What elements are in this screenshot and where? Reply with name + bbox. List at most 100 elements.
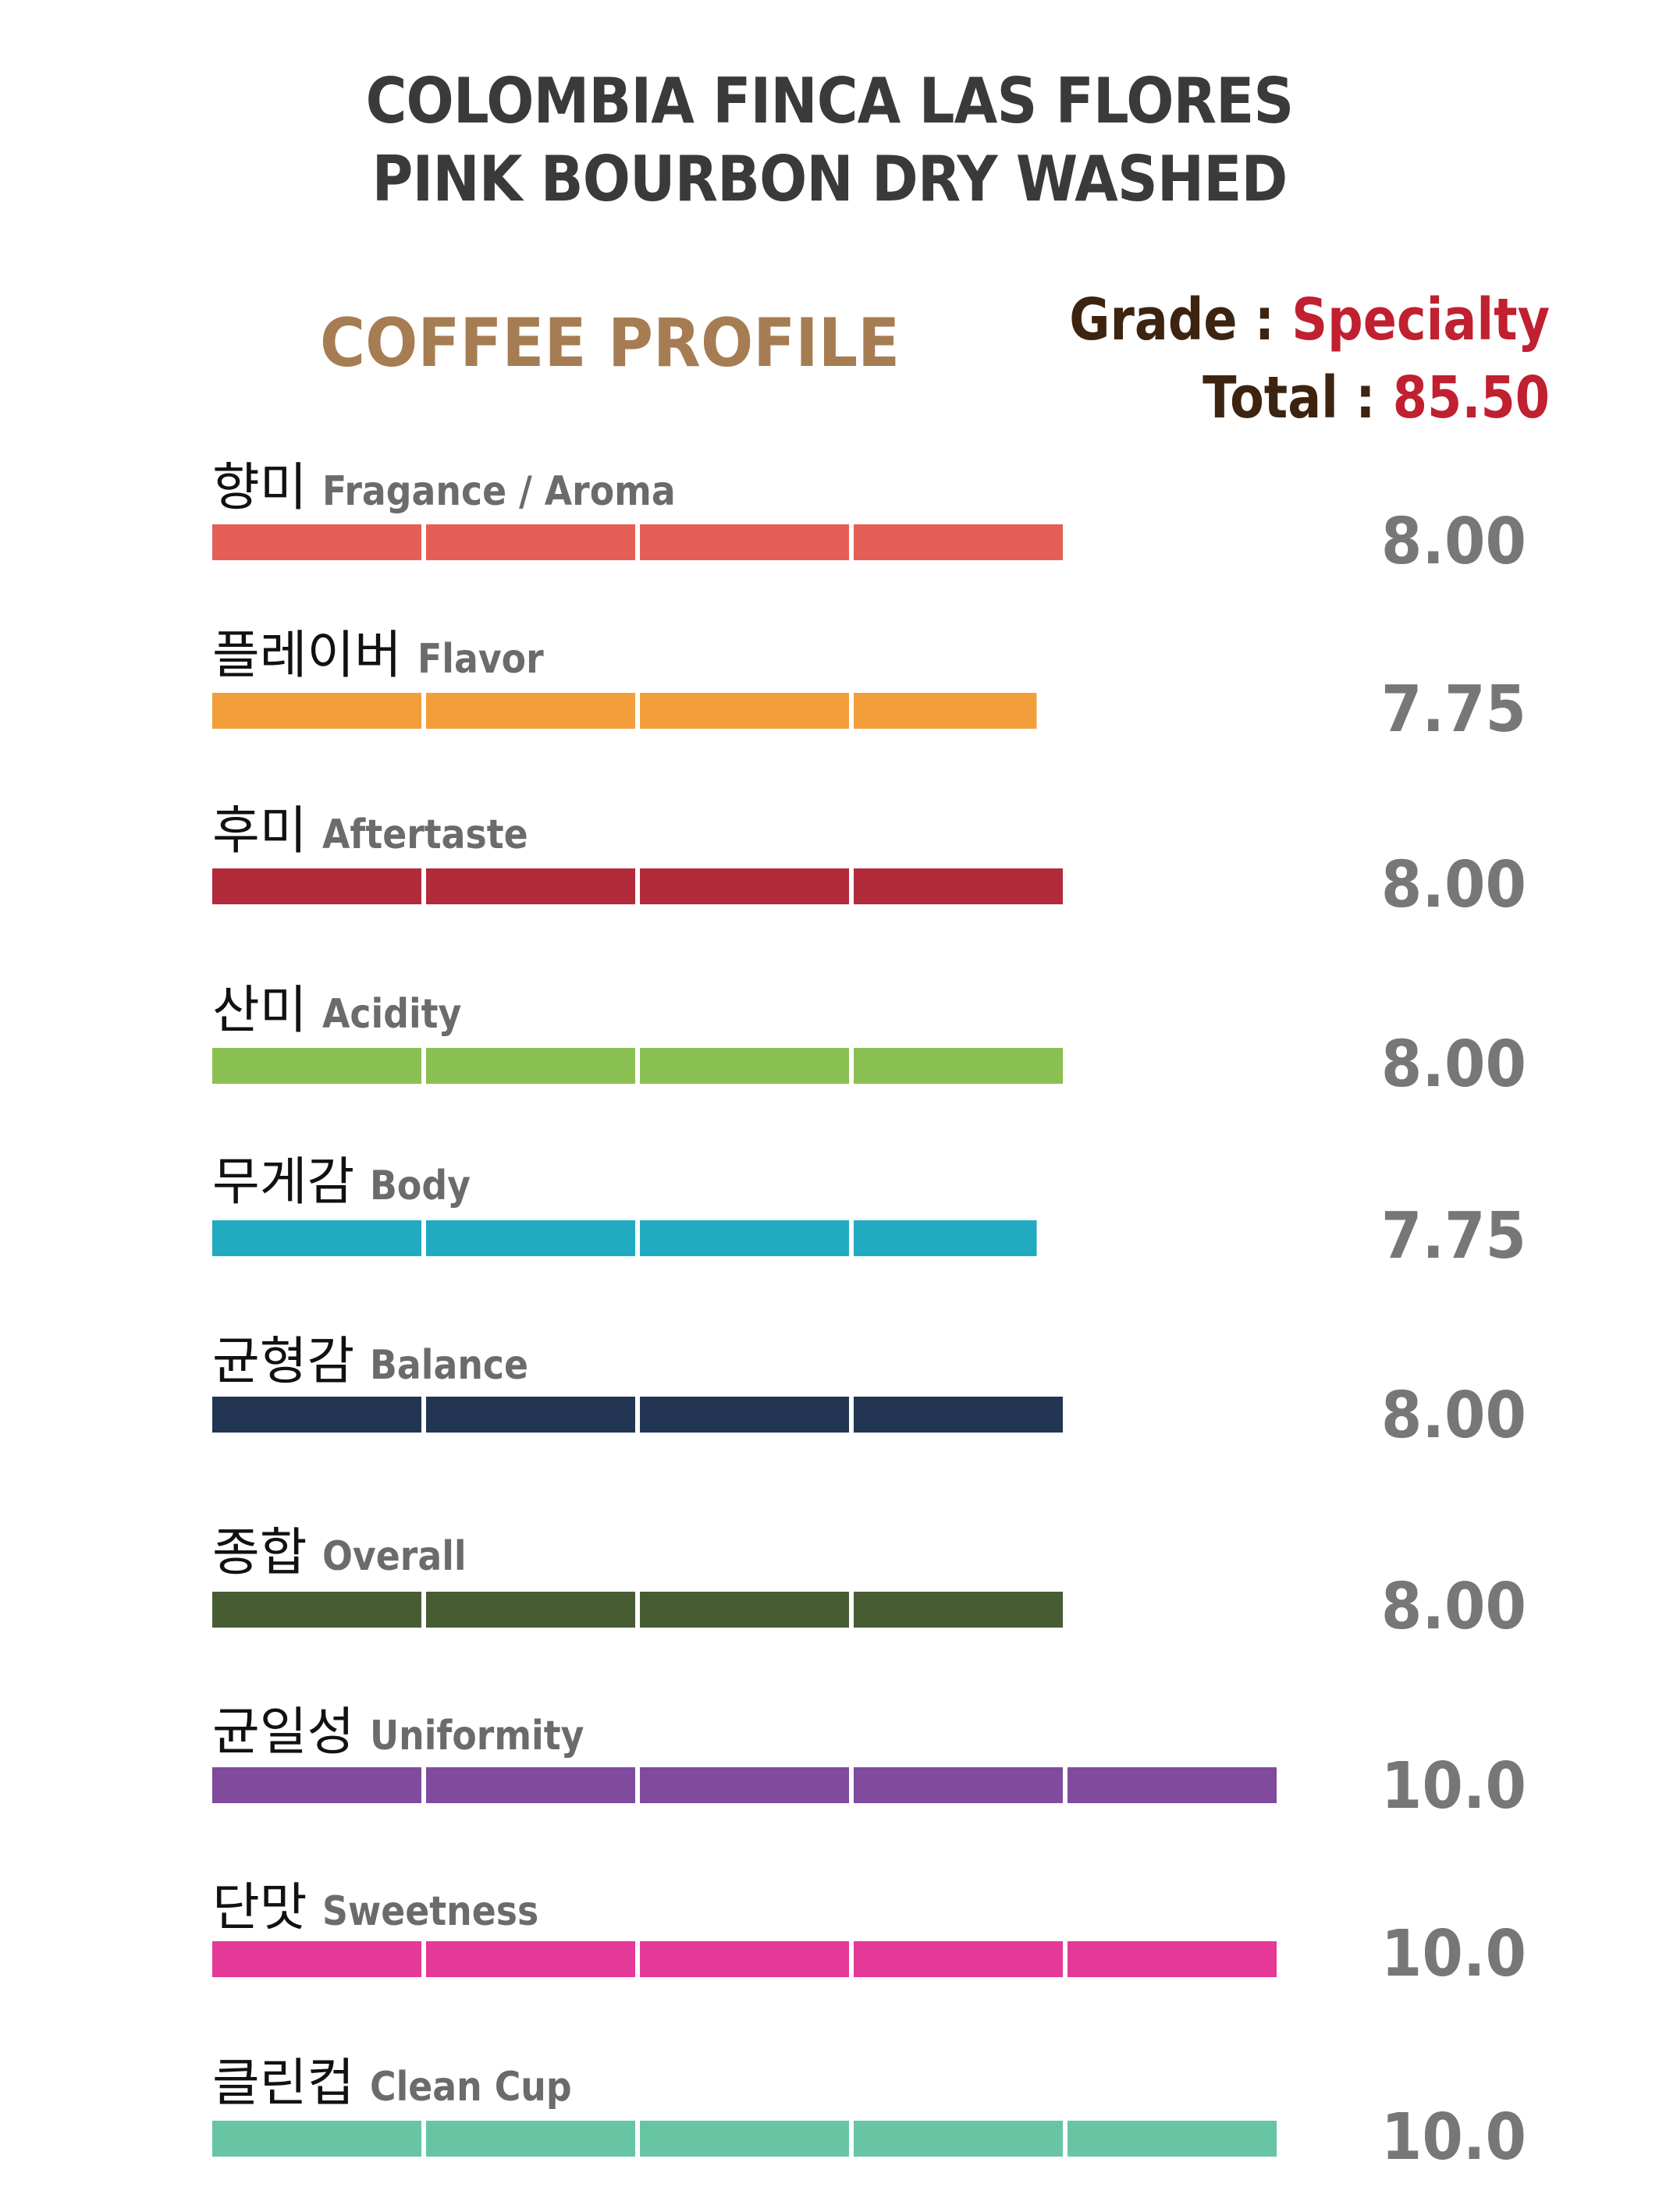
attribute-label: 균형감 Balance bbox=[212, 1330, 550, 1397]
bar-segment bbox=[426, 1592, 635, 1628]
attribute-bar bbox=[212, 1592, 1063, 1628]
attribute-score: 8.00 bbox=[1380, 1028, 1526, 1102]
bar-segment bbox=[640, 1941, 849, 1977]
bar-segment bbox=[426, 1941, 635, 1977]
bar-segment bbox=[212, 1767, 421, 1803]
attribute-label-en: Clean Cup bbox=[370, 2064, 572, 2111]
bar-segment bbox=[212, 1048, 421, 1084]
attribute-label: 무게감 Body bbox=[212, 1151, 485, 1217]
attribute-label-ko: 플레이버 bbox=[212, 625, 402, 685]
bar-segment bbox=[854, 1767, 1063, 1803]
bar-segment bbox=[212, 2121, 421, 2157]
attribute-label: 종합 Overall bbox=[212, 1521, 486, 1588]
bar-segment bbox=[426, 524, 635, 560]
grade-label: Grade bbox=[1069, 286, 1238, 353]
bar-segment bbox=[854, 693, 1037, 729]
bar-segment bbox=[640, 693, 849, 729]
attribute-label-en: Acidity bbox=[322, 991, 462, 1038]
attribute-label: 클린컵 Clean Cup bbox=[212, 2052, 599, 2118]
bar-segment bbox=[854, 868, 1063, 904]
attribute-bar bbox=[212, 1941, 1277, 1977]
attribute-label-en: Overall bbox=[322, 1533, 467, 1580]
attribute-label-ko: 무게감 bbox=[212, 1152, 355, 1212]
attribute-bar bbox=[212, 693, 1037, 729]
title-line-1: COLOMBIA FINCA LAS FLORES bbox=[365, 65, 1295, 137]
bar-segment bbox=[426, 693, 635, 729]
bar-segment bbox=[1068, 1941, 1277, 1977]
bar-segment bbox=[212, 868, 421, 904]
bar-segment bbox=[640, 1767, 849, 1803]
attribute-score: 10.0 bbox=[1380, 2100, 1526, 2175]
bar-segment bbox=[1068, 2121, 1277, 2157]
bar-segment bbox=[854, 1941, 1063, 1977]
bar-segment bbox=[854, 1592, 1063, 1628]
attribute-label-ko: 균일성 bbox=[212, 1702, 355, 1762]
bar-segment bbox=[640, 2121, 849, 2157]
attribute-score: 10.0 bbox=[1380, 1917, 1526, 1991]
bar-segment bbox=[854, 1220, 1037, 1256]
attribute-label-en: Flavor bbox=[417, 636, 544, 683]
attribute-bar bbox=[212, 868, 1063, 904]
bar-segment bbox=[212, 524, 421, 560]
attribute-label-en: Uniformity bbox=[370, 1713, 584, 1759]
grade-summary: Grade : Specialty Total : 85.50 bbox=[1069, 281, 1550, 437]
bar-segment bbox=[426, 1767, 635, 1803]
grade-line: Grade : Specialty bbox=[1069, 281, 1550, 359]
attribute-label-en: Aftertaste bbox=[322, 811, 529, 858]
attribute-label: 플레이버 Flavor bbox=[212, 624, 561, 691]
attribute-bar bbox=[212, 1048, 1063, 1084]
bar-segment bbox=[854, 1048, 1063, 1084]
bar-segment bbox=[212, 1941, 421, 1977]
attribute-label-ko: 후미 bbox=[212, 801, 307, 861]
attribute-label: 후미 Aftertaste bbox=[212, 800, 556, 866]
bar-segment bbox=[426, 1397, 635, 1433]
attribute-score: 10.0 bbox=[1380, 1749, 1526, 1823]
bar-segment bbox=[212, 1397, 421, 1433]
bar-segment bbox=[426, 1220, 635, 1256]
attribute-label-ko: 단맛 bbox=[212, 1877, 307, 1937]
attribute-label: 균일성 Uniformity bbox=[212, 1701, 613, 1767]
bar-segment bbox=[212, 693, 421, 729]
bar-segment bbox=[640, 1592, 849, 1628]
attribute-score: 8.00 bbox=[1380, 505, 1526, 579]
title-line-2: PINK BOURBON DRY WASHED bbox=[371, 143, 1288, 215]
bar-segment bbox=[212, 1592, 421, 1628]
bar-segment bbox=[640, 1048, 849, 1084]
attribute-bar bbox=[212, 524, 1063, 560]
attribute-bar bbox=[212, 1767, 1277, 1803]
attribute-score: 7.75 bbox=[1380, 673, 1526, 747]
attribute-label-en: Balance bbox=[370, 1342, 529, 1389]
total-line: Total : 85.50 bbox=[1069, 359, 1550, 437]
attribute-bar bbox=[212, 2121, 1277, 2157]
attribute-bar bbox=[212, 1220, 1037, 1256]
attribute-label-ko: 향미 bbox=[212, 457, 307, 517]
total-separator: : bbox=[1355, 364, 1376, 431]
bar-segment bbox=[1068, 1767, 1277, 1803]
attribute-score: 8.00 bbox=[1380, 848, 1526, 922]
bar-segment bbox=[640, 1220, 849, 1256]
bar-segment bbox=[212, 1220, 421, 1256]
attribute-score: 8.00 bbox=[1380, 1379, 1526, 1453]
attribute-label-en: Fragance / Aroma bbox=[322, 468, 677, 515]
attribute-label: 단맛 Sweetness bbox=[212, 1876, 569, 1943]
bar-segment bbox=[854, 524, 1063, 560]
attribute-label: 향미 Fragance / Aroma bbox=[212, 456, 724, 523]
coffee-profile-heading: COFFEE PROFILE bbox=[320, 304, 901, 382]
chart-title: COLOMBIA FINCA LAS FLORES PINK BOURBON D… bbox=[0, 62, 1659, 218]
attribute-score: 7.75 bbox=[1380, 1199, 1526, 1273]
bar-segment bbox=[640, 1397, 849, 1433]
attribute-label-ko: 클린컵 bbox=[212, 2053, 355, 2113]
grade-value: Specialty bbox=[1291, 286, 1550, 353]
attribute-label-ko: 산미 bbox=[212, 980, 307, 1040]
attribute-label-en: Body bbox=[370, 1163, 471, 1209]
attribute-score: 8.00 bbox=[1380, 1570, 1526, 1644]
bar-segment bbox=[426, 868, 635, 904]
bar-segment bbox=[854, 2121, 1063, 2157]
bar-segment bbox=[426, 2121, 635, 2157]
attribute-label-en: Sweetness bbox=[322, 1888, 539, 1935]
total-label: Total bbox=[1203, 364, 1338, 431]
bar-segment bbox=[426, 1048, 635, 1084]
bar-segment bbox=[854, 1397, 1063, 1433]
bar-segment bbox=[640, 524, 849, 560]
total-value: 85.50 bbox=[1392, 364, 1550, 431]
